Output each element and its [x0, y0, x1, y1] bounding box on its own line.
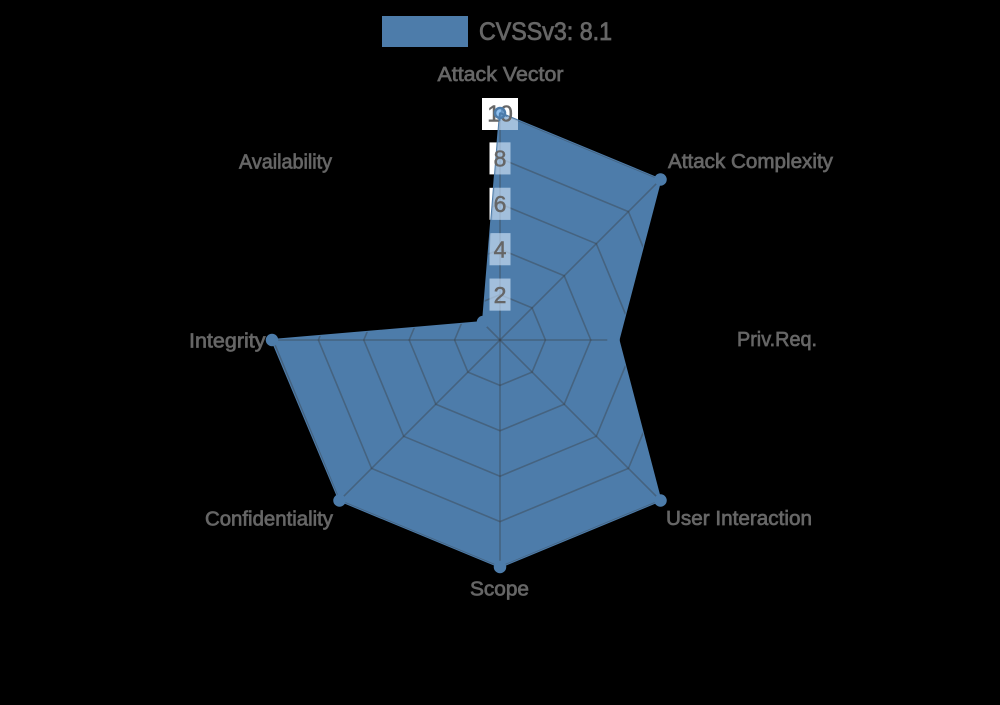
svg-text:Scope: Scope: [470, 578, 529, 601]
svg-text:Availability: Availability: [239, 151, 333, 174]
svg-text:Priv.Req.: Priv.Req.: [737, 328, 817, 351]
svg-text:Integrity: Integrity: [189, 330, 266, 353]
svg-text:Confidentiality: Confidentiality: [205, 508, 334, 531]
svg-text:Attack Complexity: Attack Complexity: [668, 150, 834, 173]
svg-text:6: 6: [494, 191, 507, 217]
svg-text:Attack Vector: Attack Vector: [438, 63, 564, 86]
svg-text:CVSSv3: 8.1: CVSSv3: 8.1: [479, 18, 612, 46]
svg-text:2: 2: [494, 282, 507, 308]
svg-text:8: 8: [494, 146, 507, 172]
svg-text:10: 10: [487, 101, 513, 127]
svg-text:4: 4: [494, 237, 507, 263]
svg-text:User Interaction: User Interaction: [666, 507, 812, 530]
